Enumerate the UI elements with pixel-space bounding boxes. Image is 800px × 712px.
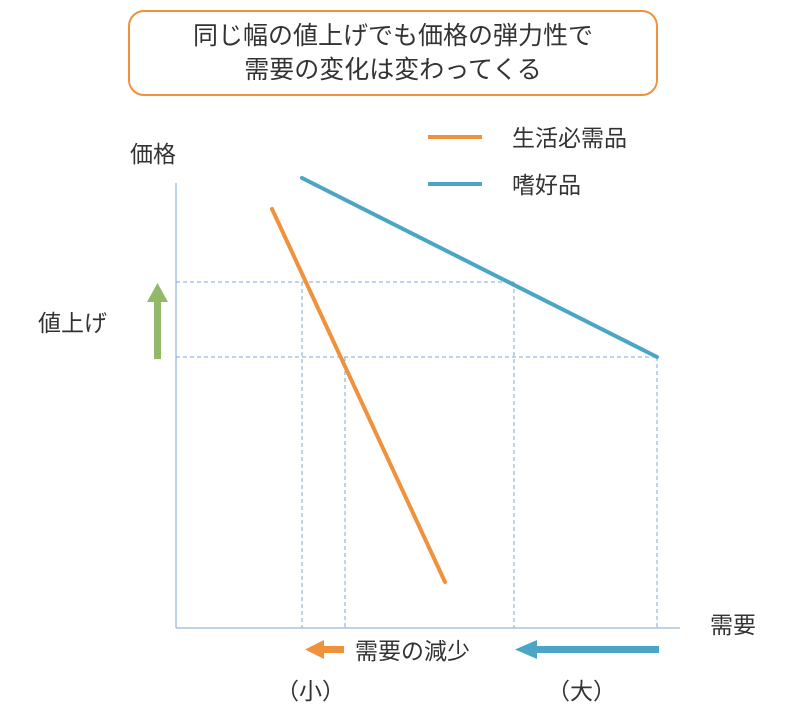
demand-decrease-arrow-orange-icon xyxy=(305,640,344,659)
y-axis-label: 価格 xyxy=(130,142,176,168)
large-label: （大） xyxy=(547,679,616,705)
price-up-arrow-icon xyxy=(147,283,168,359)
title-line-1: 同じ幅の値上げでも価格の弾力性で xyxy=(192,21,593,50)
necessity-demand-line xyxy=(270,207,447,584)
title-line-2: 需要の変化は変わってくる xyxy=(244,55,542,84)
price-up-label: 値上げ xyxy=(38,311,107,337)
guide-lines xyxy=(176,281,658,628)
small-label: （小） xyxy=(276,679,345,705)
demand-decrease-label: 需要の減少 xyxy=(355,639,470,665)
demand-decrease-arrow-blue-icon xyxy=(515,640,659,659)
legend-luxury-label: 嗜好品 xyxy=(512,173,581,199)
x-axis-label: 需要 xyxy=(710,613,756,639)
title-box: 同じ幅の値上げでも価格の弾力性で 需要の変化は変わってくる xyxy=(128,10,658,96)
legend: 生活必需品 嗜好品 xyxy=(428,126,627,199)
legend-necessity-label: 生活必需品 xyxy=(512,126,627,152)
luxury-demand-line xyxy=(300,176,659,359)
